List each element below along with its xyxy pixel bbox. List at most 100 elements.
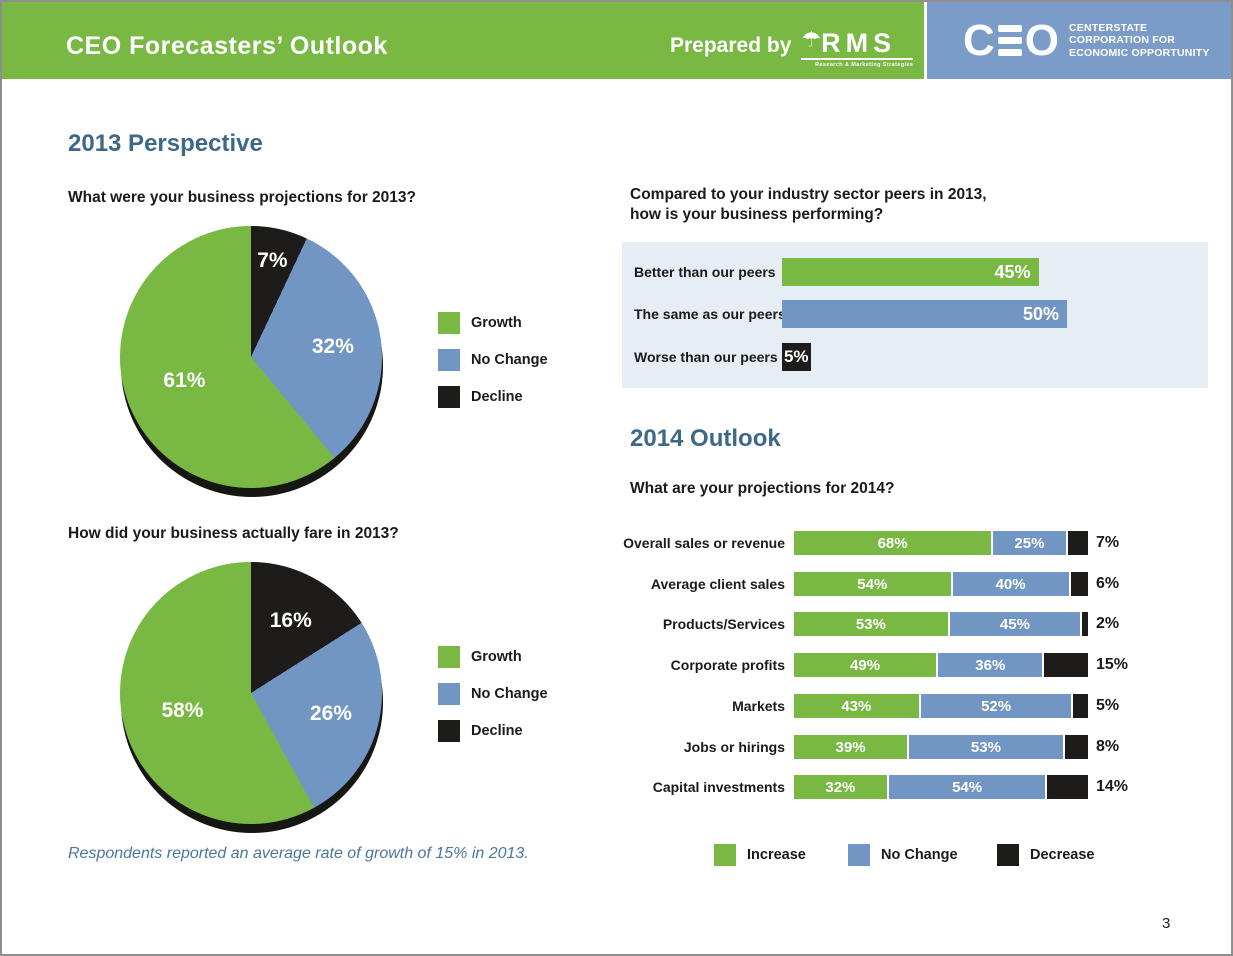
legend-item-increase: Increase [714, 844, 806, 866]
prepared-by-block: Prepared by ☂RMS Research & Marketing St… [670, 27, 927, 68]
pie-chart-projections-2013: 7% 32% 61% [120, 226, 383, 497]
header-band-blue: C O CENTERSTATE CORPORATION FOR ECONOMIC… [927, 2, 1231, 79]
umbrella-person-icon: ☂ [801, 27, 822, 52]
stacked-segment-value: 53% [855, 615, 886, 633]
stacked-segment-increase: 68% [794, 531, 992, 555]
legend-item-growth: Growth [438, 312, 548, 334]
stacked-segment-value: 53% [970, 738, 1001, 756]
question-actual-2013: How did your business actually fare in 2… [68, 525, 399, 542]
legend-swatch-icon [438, 683, 460, 705]
legend-stacked-bars: Increase No Change Decrease [714, 844, 1134, 866]
legend-swatch-icon [438, 646, 460, 668]
stacked-segment-value: 40% [995, 575, 1026, 593]
stacked-segment-value: 68% [877, 534, 908, 552]
bar-chart-peers-panel: Better than our peers 45% The same as our … [622, 242, 1208, 388]
rms-logo-text: RMS [821, 28, 897, 58]
ceo-org-line2: CORPORATION FOR [1069, 34, 1176, 47]
stacked-segment-value: 32% [825, 778, 856, 796]
stacked-segment-value: 43% [841, 697, 872, 715]
stacked-decrease-value: 8% [1096, 738, 1120, 755]
legend-label: Decline [471, 389, 523, 405]
stacked-segment-decrease [1073, 694, 1088, 718]
stacked-decrease-value: 15% [1096, 656, 1129, 673]
stacked-segment-value: 54% [857, 575, 888, 593]
section-heading-2013-perspective: 2013 Perspective [68, 130, 263, 157]
peer-bar-value: 50% [1022, 303, 1059, 324]
legend-label: No Change [471, 352, 548, 368]
stacked-bar-row: 43% 52% [794, 694, 1088, 718]
stacked-decrease-value: 6% [1096, 575, 1120, 592]
stacked-bar-row: 54% 40% [794, 572, 1088, 596]
stacked-category-label: Overall sales or revenue [623, 535, 785, 551]
question-projections-2014: What are your projections for 2014? [630, 480, 895, 497]
question-peers-line2: how is your business performing? [630, 206, 884, 223]
legend-label: Decrease [1030, 847, 1095, 863]
stacked-segment-no-change: 54% [888, 775, 1046, 799]
stacked-segment-no-change: 36% [938, 653, 1043, 677]
stacked-segment-value: 52% [981, 697, 1012, 715]
pie-slice-label-growth: 61% [163, 368, 206, 392]
stacked-segment-value: 49% [850, 656, 881, 674]
stacked-segment-value: 36% [975, 656, 1006, 674]
footnote-average-growth: Respondents reported an average rate of … [68, 845, 529, 862]
stacked-category-label: Capital investments [652, 779, 785, 795]
ceo-org-line1: CENTERSTATE [1069, 21, 1148, 34]
peer-category-label: Better than our peers [634, 264, 776, 280]
stacked-segment-value: 39% [835, 738, 866, 756]
stacked-segment-increase: 43% [794, 694, 919, 718]
stacked-decrease-value: 14% [1096, 778, 1129, 795]
stacked-bar-row: 53% 45% [794, 612, 1088, 636]
legend-item-no-change: No Change [438, 683, 548, 705]
stacked-bar-row: 49% 36% [794, 653, 1088, 677]
legend-swatch-icon [438, 720, 460, 742]
header-band-green [2, 2, 924, 79]
stacked-category-label: Jobs or hirings [683, 739, 785, 755]
prepared-by-label: Prepared by [670, 34, 792, 57]
pie-slice-label-no-change: 26% [309, 701, 352, 725]
pie-slice-label-decline: 7% [257, 249, 288, 273]
legend-item-no-change: No Change [848, 844, 958, 866]
peer-category-label: Worse than our peers [634, 349, 778, 365]
legend-label: No Change [881, 847, 958, 863]
page-title: CEO Forecasters’ Outlook [66, 32, 388, 60]
stacked-category-label: Average client sales [650, 576, 785, 592]
stacked-segment-no-change: 25% [993, 531, 1066, 555]
stacked-bar-chart-2014: Overall sales or revenue 68% 25% 7% Average … [622, 522, 1222, 822]
legend-swatch-icon [714, 844, 736, 866]
stacked-segment-decrease [1047, 775, 1088, 799]
legend-label: Growth [471, 649, 522, 665]
legend-label: Increase [747, 847, 806, 863]
stacked-segment-increase: 49% [794, 653, 937, 677]
legend-item-decline: Decline [438, 386, 548, 408]
rms-underline [801, 58, 914, 60]
legend-pie-actual: Growth No Change Decline [438, 646, 548, 757]
rms-logo: ☂RMS Research & Marketing Strategies [801, 27, 927, 68]
stacked-category-label: Corporate profits [670, 657, 785, 673]
question-projections-2013: What were your business projections for … [68, 189, 416, 206]
stacked-segment-value: 25% [1014, 534, 1045, 552]
stacked-segment-no-change: 40% [952, 572, 1069, 596]
stacked-segment-no-change: 45% [949, 612, 1081, 636]
stacked-segment-decrease [1082, 612, 1088, 636]
pie-slice-label-growth: 58% [161, 698, 204, 722]
stacked-segment-decrease [1070, 572, 1088, 596]
stacked-bar-row: 68% 25% [794, 531, 1088, 555]
stacked-decrease-value: 7% [1096, 534, 1120, 551]
stacked-segment-increase: 53% [794, 612, 948, 636]
ceo-logo-letter-o: O [1024, 15, 1060, 65]
legend-label: Decline [471, 723, 523, 739]
peer-category-label: The same as our peers [634, 306, 786, 322]
peer-bar-value: 45% [994, 261, 1031, 282]
ceo-logo-letter-c: C [963, 15, 995, 65]
legend-label: No Change [471, 686, 548, 702]
stacked-segment-no-change: 52% [920, 694, 1072, 718]
legend-pie-projections: Growth No Change Decline [438, 312, 548, 423]
page-number: 3 [1162, 915, 1171, 932]
ceo-org-line3: ECONOMIC OPPORTUNITY [1069, 46, 1210, 59]
pie-disc [120, 226, 382, 488]
ceo-logo: C O CENTERSTATE CORPORATION FOR ECONOMIC… [963, 15, 1210, 65]
legend-swatch-icon [848, 844, 870, 866]
legend-swatch-icon [438, 349, 460, 371]
stacked-segment-value: 45% [999, 615, 1030, 633]
stacked-segment-value: 54% [952, 778, 983, 796]
